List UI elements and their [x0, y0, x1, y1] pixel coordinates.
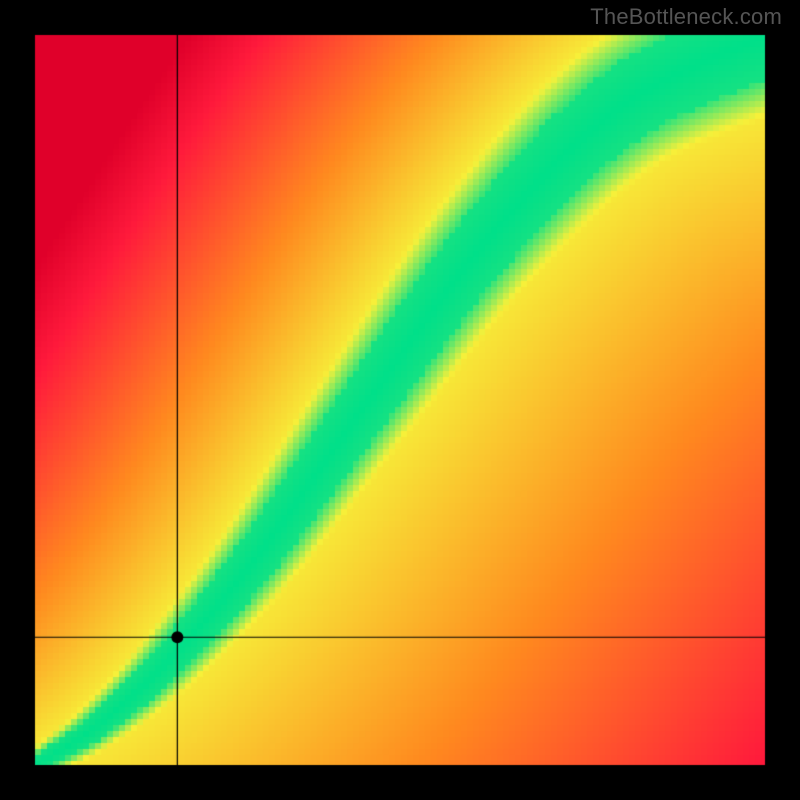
watermark-text: TheBottleneck.com: [590, 4, 782, 30]
chart-container: TheBottleneck.com: [0, 0, 800, 800]
bottleneck-heatmap: [0, 0, 800, 800]
